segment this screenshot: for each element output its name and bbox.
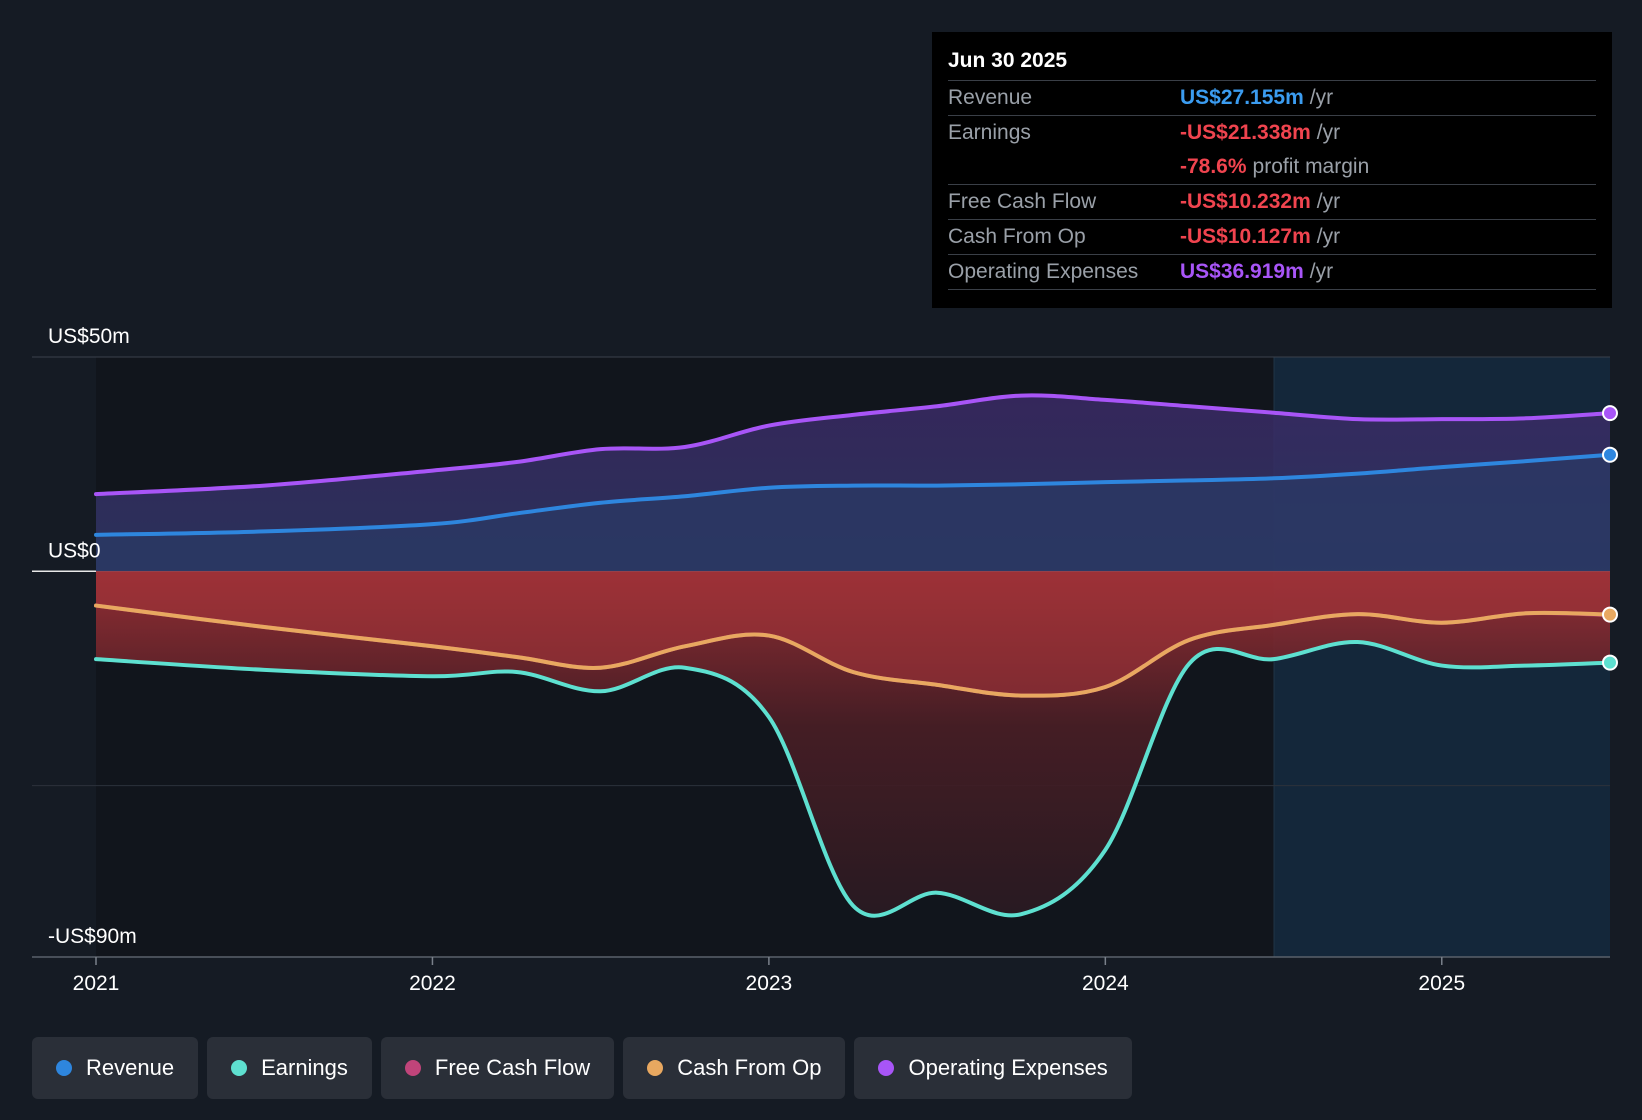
x-tick-label: 2021: [73, 972, 120, 995]
tooltip-row-cfo: Cash From Op -US$10.127m /yr: [948, 219, 1596, 254]
tooltip: Jun 30 2025 Revenue US$27.155m /yr Earni…: [932, 32, 1612, 308]
tooltip-label: Earnings: [948, 121, 1031, 144]
tooltip-row-fcf: Free Cash Flow -US$10.232m /yr: [948, 184, 1596, 219]
tooltip-unit: /yr: [1316, 121, 1341, 144]
tooltip-row-opex: Operating Expenses US$36.919m /yr: [948, 254, 1596, 290]
tooltip-label: Revenue: [948, 86, 1033, 109]
y-tick-label: US$0: [48, 539, 101, 562]
tooltip-value: -78.6%: [1180, 155, 1247, 178]
y-tick-label: US$50m: [48, 325, 130, 348]
tooltip-unit: /yr: [1316, 225, 1341, 248]
legend-item-revenue[interactable]: Revenue: [32, 1037, 199, 1099]
end-marker-opex: [1602, 405, 1618, 422]
x-tick-label: 2025: [1418, 972, 1465, 995]
legend-label: Cash From Op: [677, 1055, 822, 1080]
line-revenue: [94, 452, 1612, 537]
tooltip-unit: /yr: [1309, 86, 1334, 109]
legend-dot-icon: [56, 1060, 72, 1076]
tooltip-value: -US$10.127m: [1180, 225, 1311, 248]
area-earnings: [96, 571, 1610, 916]
legend: Revenue Earnings Free Cash Flow Cash Fro…: [32, 1037, 1132, 1099]
tooltip-label: Free Cash Flow: [948, 190, 1097, 213]
legend-label: Revenue: [86, 1055, 175, 1080]
line-cfo: [94, 603, 1612, 698]
x-tick-label: 2022: [409, 972, 456, 995]
end-marker-cfo: [1602, 606, 1618, 623]
tooltip-label: [948, 150, 1180, 184]
tooltip-label: Cash From Op: [948, 225, 1086, 248]
tooltip-row-revenue: Revenue US$27.155m /yr: [948, 80, 1596, 115]
tooltip-unit: /yr: [1316, 190, 1341, 213]
tooltip-unit: /yr: [1309, 260, 1334, 283]
tooltip-value: -US$21.338m: [1180, 121, 1311, 144]
tooltip-value: -US$10.232m: [1180, 190, 1311, 213]
x-tick-label: 2023: [746, 972, 793, 995]
tooltip-row-margin: -78.6% profit margin: [948, 150, 1596, 184]
end-marker-revenue: [1602, 446, 1618, 463]
tooltip-label: Operating Expenses: [948, 260, 1139, 283]
legend-label: Free Cash Flow: [434, 1055, 591, 1080]
legend-dot-icon: [647, 1060, 664, 1076]
line-opex: [94, 393, 1612, 497]
tooltip-row-earnings: Earnings -US$21.338m /yr: [948, 115, 1596, 150]
legend-dot-icon: [231, 1060, 248, 1076]
legend-item-operating-expenses[interactable]: Operating Expenses: [854, 1037, 1132, 1099]
area-cash-from-op: [96, 571, 1610, 696]
legend-item-cash-from-op[interactable]: Cash From Op: [623, 1037, 846, 1099]
legend-dot-icon: [878, 1060, 895, 1076]
end-marker-earnings: [1602, 654, 1618, 671]
legend-item-earnings[interactable]: Earnings: [207, 1037, 372, 1099]
legend-label: Operating Expenses: [908, 1055, 1108, 1080]
legend-item-free-cash-flow[interactable]: Free Cash Flow: [380, 1037, 615, 1099]
legend-label: Earnings: [261, 1055, 348, 1080]
y-tick-label: -US$90m: [48, 925, 137, 948]
tooltip-value: US$36.919m: [1180, 260, 1304, 283]
tooltip-unit: profit margin: [1252, 155, 1370, 178]
line-earnings: [94, 639, 1612, 918]
tooltip-date: Jun 30 2025: [948, 49, 1068, 72]
x-tick-label: 2024: [1082, 972, 1129, 995]
tooltip-value: US$27.155m: [1180, 86, 1304, 109]
area-revenue: [96, 454, 1610, 572]
legend-dot-icon: [404, 1060, 421, 1076]
